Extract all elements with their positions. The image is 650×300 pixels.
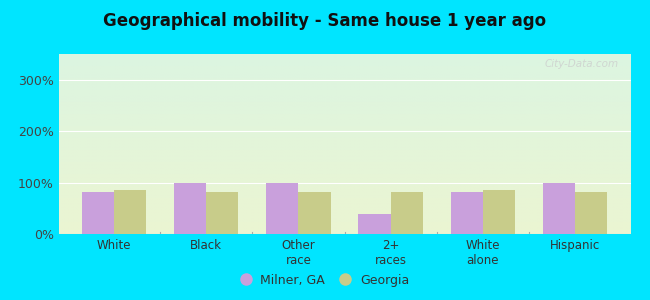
- Bar: [450, 192, 483, 234]
- Text: Geographical mobility - Same house 1 year ago: Geographical mobility - Same house 1 yea…: [103, 12, 547, 30]
- Bar: [543, 183, 575, 234]
- Bar: [483, 190, 515, 234]
- Legend: Milner, GA, Georgia: Milner, GA, Georgia: [237, 270, 413, 291]
- Bar: [206, 192, 239, 234]
- Bar: [298, 192, 331, 234]
- Bar: [358, 214, 391, 234]
- Bar: [391, 192, 423, 234]
- Text: City-Data.com: City-Data.com: [545, 59, 619, 69]
- Bar: [266, 183, 298, 234]
- Bar: [575, 192, 608, 234]
- Bar: [81, 192, 114, 234]
- Bar: [114, 190, 146, 234]
- Bar: [174, 183, 206, 234]
